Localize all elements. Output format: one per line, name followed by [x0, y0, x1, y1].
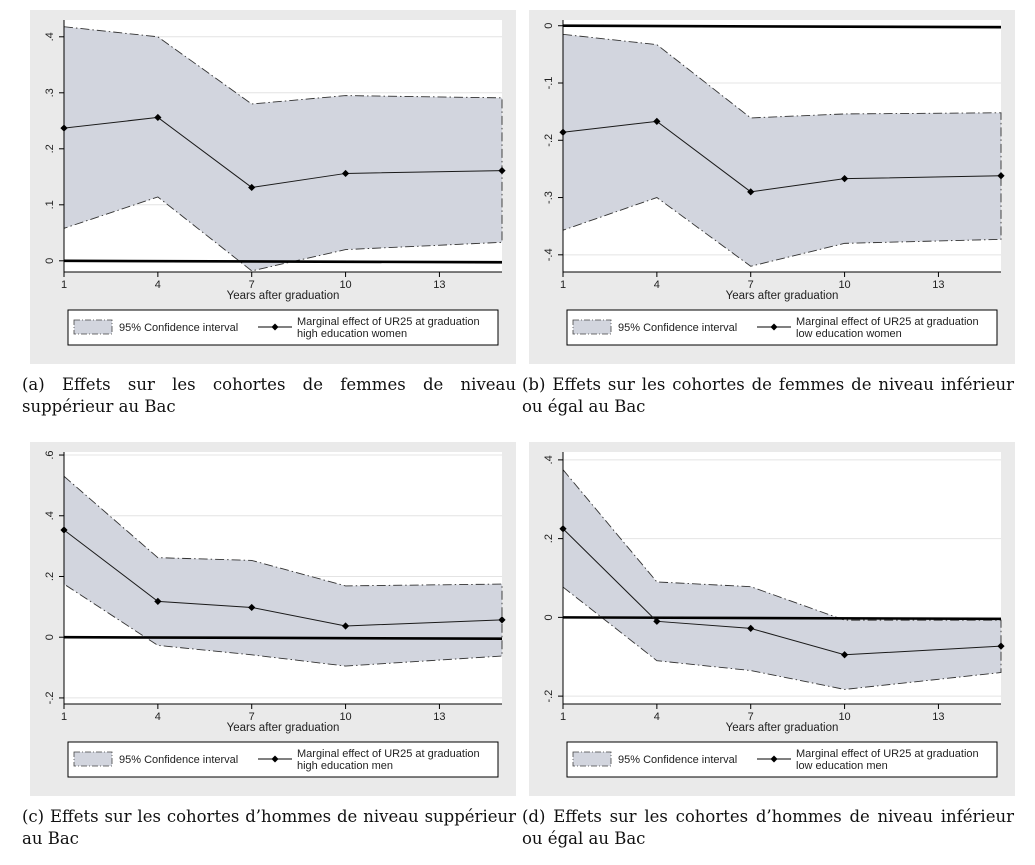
confidence-interval-band — [63, 26, 503, 272]
data-point-marker — [248, 183, 256, 192]
x-tick-label: 13 — [433, 279, 445, 291]
y-tick-label: .2 — [44, 144, 56, 153]
caption-a: (a) Effets sur les cohortes de femmes de… — [22, 375, 516, 416]
legend-line-label-1: Marginal effect of UR25 at graduation — [796, 316, 979, 328]
zero-reference-line — [63, 259, 503, 264]
legend-line-label-1: Marginal effect of UR25 at graduation — [796, 748, 979, 760]
x-tick-label: 10 — [838, 279, 850, 291]
y-tick-label: -.2 — [543, 690, 555, 703]
y-tick-label: 0 — [543, 614, 555, 620]
x-tick-label: 10 — [838, 711, 850, 723]
x-tick-label: 1 — [61, 711, 67, 723]
y-tick-label: .1 — [44, 200, 56, 209]
x-tick-label: 13 — [932, 279, 944, 291]
x-tick-label: 7 — [748, 711, 754, 723]
x-tick-label: 4 — [155, 279, 161, 291]
chart-panel-a: 0 .1 .2 .3 .4 1 4 7 10 13 Years after graduation 95… — [30, 10, 516, 364]
x-tick-label: 1 — [61, 279, 67, 291]
legend-ci-swatch — [572, 319, 612, 335]
y-tick-label: -.2 — [543, 134, 555, 147]
y-tick-label: .2 — [543, 534, 555, 543]
data-point-marker — [498, 167, 506, 175]
x-axis-title: Years after graduation — [227, 290, 340, 302]
legend-ci-label: 95% Confidence interval — [119, 322, 238, 334]
y-tick-label: -.4 — [543, 248, 555, 261]
data-point-marker — [154, 113, 162, 122]
x-tick-label: 4 — [155, 711, 161, 723]
legend-line-label-2: low education women — [796, 328, 902, 340]
legend-marker-swatch — [271, 755, 279, 763]
x-tick-label: 10 — [339, 279, 351, 291]
x-tick-label: 10 — [339, 711, 351, 723]
caption-b: (b) Effets sur les cohortes de femmes de… — [522, 375, 1014, 416]
confidence-interval-band — [562, 468, 1002, 690]
y-tick-label: .3 — [44, 88, 56, 97]
zero-reference-line — [63, 635, 503, 641]
legend-ci-label: 95% Confidence interval — [119, 754, 238, 766]
x-tick-label: 13 — [932, 711, 944, 723]
chart-a-svg: 0 .1 .2 .3 .4 1 4 7 10 13 Years after graduation 95… — [30, 10, 516, 364]
zero-reference-line — [562, 616, 1002, 621]
chart-panel-c: -.2 0 .2 .4 .6 1 4 7 10 13 Years after graduation 9… — [30, 442, 516, 796]
legend-ci-swatch — [73, 751, 113, 767]
y-tick-label: .2 — [44, 572, 56, 581]
x-tick-label: 7 — [748, 279, 754, 291]
legend-marker-swatch — [770, 323, 778, 331]
x-tick-label: 13 — [433, 711, 445, 723]
x-axis-title: Years after graduation — [726, 722, 839, 734]
chart-panel-b: 0 -.1 -.2 -.3 -.4 1 4 7 10 13 Years after graduati… — [529, 10, 1015, 364]
data-point-marker — [341, 169, 350, 178]
chart-b-svg: 0 -.1 -.2 -.3 -.4 1 4 7 10 13 Years after graduati… — [529, 10, 1015, 364]
x-tick-label: 4 — [654, 279, 660, 291]
chart-d-svg: -.2 0 .2 .4 1 4 7 10 13 Years after graduation 95%… — [529, 442, 1015, 796]
x-axis-title: Years after graduation — [726, 290, 839, 302]
data-point-marker — [840, 175, 849, 183]
x-tick-label: 1 — [560, 279, 566, 291]
confidence-interval-band — [63, 475, 503, 667]
legend-ci-swatch — [572, 751, 612, 767]
caption-c: (c) Effets sur les cohortes d’hommes de … — [22, 807, 516, 848]
y-tick-label: .4 — [44, 32, 56, 41]
chart-panel-d: -.2 0 .2 .4 1 4 7 10 13 Years after graduation 95%… — [529, 442, 1015, 796]
confidence-interval-band — [562, 33, 1002, 267]
legend-ci-swatch — [73, 319, 113, 335]
x-tick-label: 4 — [654, 711, 660, 723]
data-point-marker — [997, 172, 1005, 180]
zero-reference-line — [562, 24, 1002, 29]
caption-d: (d) Effets sur les cohortes d’hommes de … — [522, 807, 1014, 848]
data-point-marker — [840, 651, 849, 659]
y-tick-label: .4 — [543, 455, 555, 464]
y-tick-label: -.3 — [543, 191, 555, 204]
legend-marker-swatch — [271, 323, 279, 331]
chart-c-svg: -.2 0 .2 .4 .6 1 4 7 10 13 Years after graduation 9… — [30, 442, 516, 796]
data-point-marker — [498, 616, 506, 624]
y-tick-label: -.1 — [543, 77, 555, 90]
x-tick-label: 1 — [560, 711, 566, 723]
data-point-marker — [747, 188, 755, 196]
y-tick-label: 0 — [44, 634, 56, 640]
y-tick-label: 0 — [44, 258, 56, 264]
x-axis-title: Years after graduation — [227, 722, 340, 734]
y-tick-label: -.2 — [44, 692, 56, 705]
legend-line-label-1: Marginal effect of UR25 at graduation — [297, 748, 480, 760]
y-tick-label: .4 — [44, 511, 56, 520]
legend-ci-label: 95% Confidence interval — [618, 322, 737, 334]
legend-line-label-1: Marginal effect of UR25 at graduation — [297, 316, 480, 328]
legend-marker-swatch — [770, 755, 778, 763]
legend-line-label-2: low education men — [796, 760, 888, 772]
legend-line-label-2: high education men — [297, 760, 393, 772]
y-tick-label: 0 — [543, 23, 555, 29]
x-tick-label: 7 — [249, 711, 255, 723]
legend-ci-label: 95% Confidence interval — [618, 754, 737, 766]
legend-line-label-2: high education women — [297, 328, 407, 340]
x-tick-label: 7 — [249, 279, 255, 291]
y-tick-label: .6 — [44, 450, 56, 459]
